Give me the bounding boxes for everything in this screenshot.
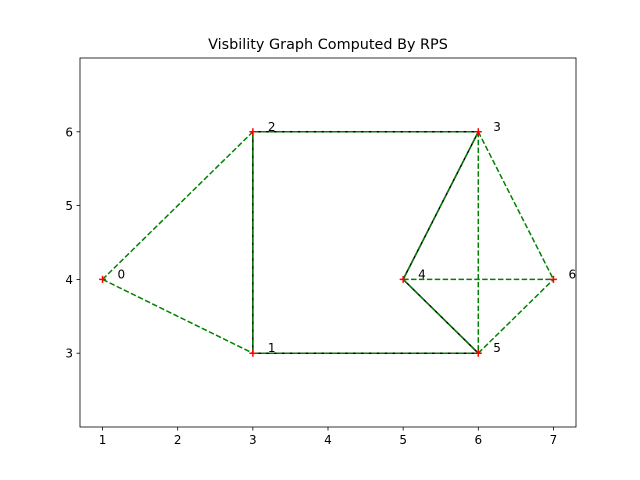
x-tick-label-3: 3 [249,433,257,447]
x-axis: 1 2 3 4 5 6 7 [99,427,558,447]
visibility-edge-0-2 [102,131,254,280]
vertex-marker-6 [549,275,557,283]
y-tick-label-3: 3 [65,347,73,361]
vertex-marker-2 [249,128,257,136]
vertex-labels: 0 1 2 3 4 5 6 [118,120,577,355]
vertex-label-6: 6 [568,267,576,281]
x-tick-label-2: 2 [174,433,182,447]
x-tick-label-1: 1 [99,433,107,447]
visibility-edge-5-6 [477,278,554,354]
visibility-edge-3-4 [402,131,479,280]
y-tick-label-5: 5 [65,199,73,213]
x-tick-label-6: 6 [474,433,482,447]
visibility-edge-4-5 [402,278,479,354]
vertex-marker-5 [474,349,482,357]
y-axis: 3 4 5 6 [65,125,80,361]
vertex-label-4: 4 [418,267,426,281]
x-tick-label-5: 5 [399,433,407,447]
vertex-label-2: 2 [268,120,276,134]
y-tick-label-4: 4 [65,273,73,287]
y-tick-label-6: 6 [65,125,73,139]
visibility-edge-3-6 [477,131,555,280]
x-tick-label-7: 7 [550,433,558,447]
vertex-label-0: 0 [118,267,126,281]
vertex-marker-0 [99,275,107,283]
x-tick-label-4: 4 [324,433,332,447]
chart-title: Visbility Graph Computed By RPS [208,37,448,53]
vertex-label-3: 3 [493,120,501,134]
vertex-marker-1 [249,349,257,357]
vertex-label-5: 5 [493,341,501,355]
visibility-edge-0-1 [102,278,254,354]
vertex-markers [99,128,557,357]
plot-area-frame [79,57,577,428]
vertex-marker-3 [474,128,482,136]
visibility-edges [102,131,555,354]
vertex-label-1: 1 [268,341,276,355]
vertex-marker-4 [399,275,407,283]
